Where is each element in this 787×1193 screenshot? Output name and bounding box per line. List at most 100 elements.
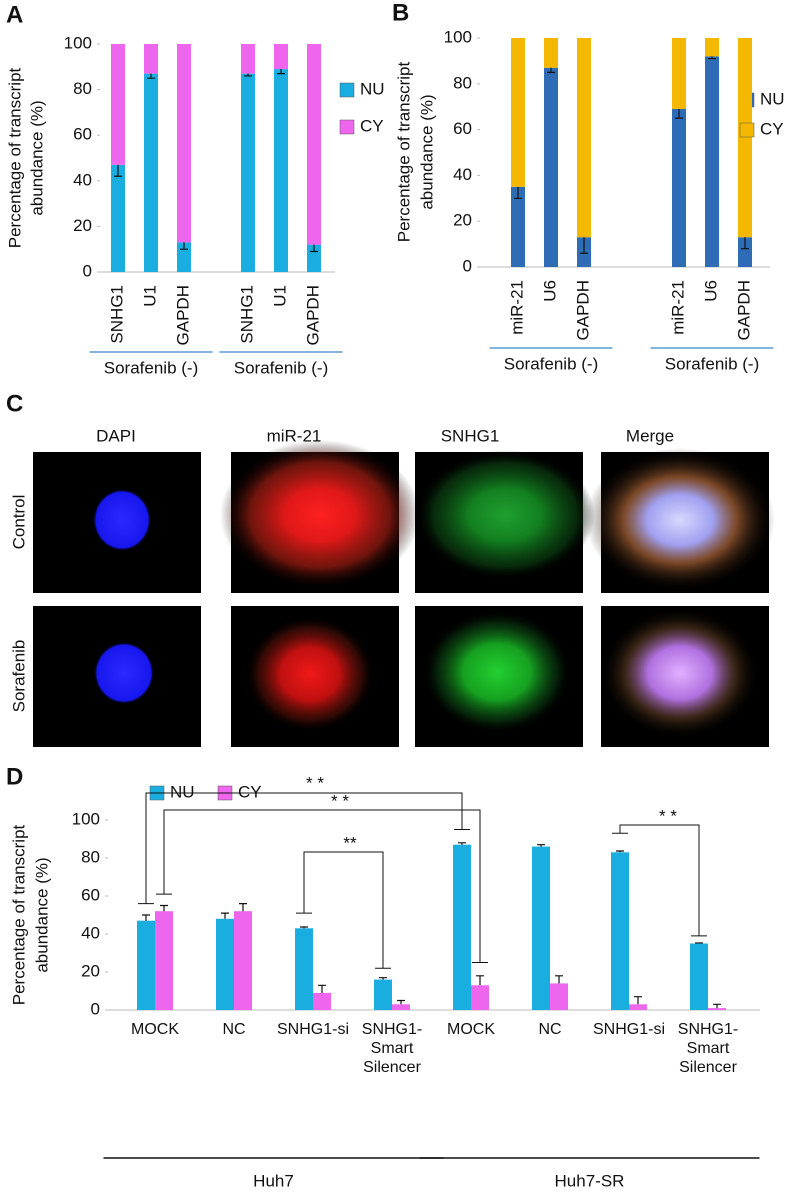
bar (392, 1004, 410, 1010)
y-tick-label: 80 (73, 79, 92, 98)
y-tick-label: 40 (453, 165, 472, 184)
bar (144, 44, 158, 74)
x-tick-label-box: SNHG1-si (276, 1021, 349, 1038)
error-bar (537, 844, 545, 847)
y-axis-label: Percentage of transcript (5, 67, 24, 248)
error-bar (713, 1003, 721, 1009)
legend-swatch (339, 82, 355, 98)
image-nucleus (93, 489, 151, 551)
error-bar (695, 942, 703, 944)
error-bar (142, 914, 150, 921)
bar (577, 38, 591, 238)
bar (672, 38, 686, 109)
bar (532, 846, 550, 1010)
error-bar (476, 975, 484, 986)
significance-label: * * (659, 806, 677, 825)
x-tick-label: NC (222, 1021, 246, 1038)
panel-letter: A (6, 1, 23, 28)
panel-letter: D (6, 763, 23, 790)
x-tick-label: GAPDH (173, 285, 192, 345)
bar (544, 38, 558, 68)
significance-label: ** (343, 833, 357, 852)
bar (705, 56, 719, 267)
group-label: Huh7 (253, 1171, 294, 1190)
y-tick-label: 0 (463, 256, 472, 275)
x-tick-label: MOCK (447, 1021, 495, 1038)
bar (274, 69, 288, 272)
x-tick-label: miR-21 (507, 280, 526, 335)
column-header: DAPI (96, 426, 136, 445)
y-tick-label: 0 (83, 261, 92, 280)
error-bar (379, 977, 387, 980)
y-tick-label: 80 (453, 73, 472, 92)
x-tick-label: U6 (701, 280, 720, 302)
error-bar (221, 912, 229, 919)
x-tick-label: SNHG1-Smart Silencer (677, 1021, 739, 1076)
y-tick-label: 80 (81, 847, 100, 866)
y-tick-label: 60 (81, 885, 100, 904)
legend-label: CY (760, 119, 784, 138)
y-tick-label: 40 (73, 170, 92, 189)
significance-bracket (612, 824, 707, 937)
y-tick-label: 60 (453, 119, 472, 138)
error-bar (555, 975, 563, 984)
bar (708, 1008, 726, 1010)
significance-bracket (296, 851, 391, 969)
bar (111, 164, 125, 272)
bar (511, 38, 525, 187)
image-nucleus (94, 642, 154, 704)
significance-label: * * (306, 773, 324, 792)
legend-label: NU (760, 89, 785, 108)
group-label: Huh7-SR (555, 1171, 625, 1190)
legend-label: NU (170, 782, 195, 801)
error-bar (397, 999, 405, 1005)
bar (471, 985, 489, 1010)
error-bar (318, 984, 326, 993)
bar (544, 67, 558, 268)
group-label: Sorafenib (-) (104, 358, 198, 377)
x-tick-label: GAPDH (303, 285, 322, 345)
legend-label: NU (360, 79, 385, 98)
column-header: Merge (626, 426, 674, 445)
bar (234, 911, 252, 1010)
bar (705, 38, 719, 57)
image-signal (422, 610, 572, 734)
y-axis-label: Percentage of transcript (394, 61, 413, 242)
error-bar (160, 904, 168, 912)
image-signal (600, 607, 760, 739)
bar (144, 73, 158, 272)
x-tick-label: GAPDH (734, 280, 753, 340)
x-tick-label-box: SNHG1-si (592, 1021, 665, 1038)
x-tick-label: U1 (270, 285, 289, 307)
legend-swatch (739, 122, 755, 138)
x-tick-label: SNHG1 (107, 285, 126, 344)
bar (295, 928, 313, 1010)
bar (738, 237, 752, 267)
bar (216, 918, 234, 1010)
x-tick-label: MOCK (131, 1021, 179, 1038)
row-header: Sorafenib (9, 640, 28, 713)
error-bar (458, 842, 466, 845)
group-label: Sorafenib (-) (504, 354, 598, 373)
legend-label: CY (360, 116, 384, 135)
bar (177, 44, 191, 243)
bar (137, 920, 155, 1010)
x-tick-label: SNHG1-Smart Silencer (361, 1021, 423, 1076)
bar (241, 73, 255, 272)
y-tick-label: 20 (73, 216, 92, 235)
y-tick-label: 100 (64, 33, 92, 52)
bar (690, 943, 708, 1010)
x-tick-label: SNHG1-si (592, 1021, 665, 1038)
bar (111, 44, 125, 165)
bar (738, 38, 752, 238)
y-tick-label: 0 (91, 999, 100, 1018)
x-tick-label: miR-21 (668, 280, 687, 335)
x-tick-label: NC (538, 1021, 562, 1038)
x-tick-label-box: SNHG1-Smart Silencer (361, 1021, 423, 1076)
image-signal (245, 616, 375, 732)
microscopy-panel: DAPI miR-21 SNHG1 Merge Control Sorafeni… (9, 426, 775, 747)
panel-letter: B (392, 0, 409, 26)
x-tick-label: SNHG1-si (276, 1021, 349, 1038)
x-tick-label-box: MOCK (447, 1021, 495, 1038)
